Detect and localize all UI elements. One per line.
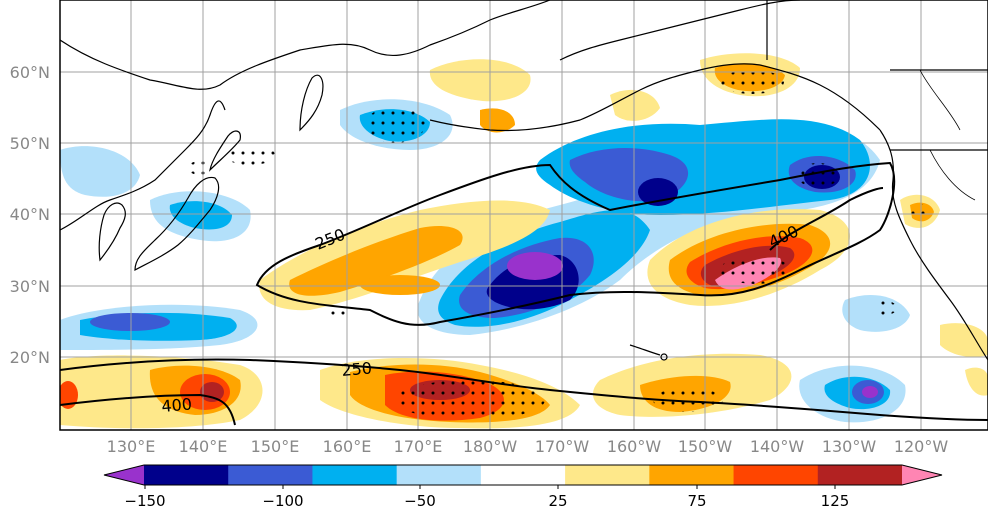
colorbar-segment [817,465,903,485]
colorbar-segment [396,465,482,485]
colorbar-ticks: −150 −100 −50 25 75 125 [124,492,849,510]
contour-label: 400 [161,394,193,416]
colorbar-tick-label: −50 [404,492,436,510]
colorbar-segment [480,465,566,485]
lon-label: 150°E [251,437,300,456]
colorbar-extend-min [104,465,144,485]
colorbar-segment [565,465,650,485]
lon-label: 160°W [607,437,662,456]
colorbar [103,464,943,489]
colorbar-tick-label: 75 [687,492,706,510]
map-panel: 250 400 250 400 [60,0,988,430]
coastlines [60,0,988,361]
lat-label: 20°N [10,348,50,367]
colorbar-extend-max [902,465,942,485]
lon-label: 150°W [678,437,733,456]
lon-label: 160°E [323,437,372,456]
colorbar-segment [228,465,313,485]
lat-label: 40°N [10,205,50,224]
colorbar-tick-label: 125 [821,492,850,510]
lon-label: 140°W [750,437,805,456]
colorbar-segment [312,465,398,485]
colorbar-segment [733,465,819,485]
lat-label: 50°N [10,134,50,153]
significance-stippling [188,70,930,420]
colorbar-tick-label: 25 [548,492,567,510]
colorbar-outline [103,464,943,486]
lon-label: 130°E [107,437,156,456]
lat-label: 30°N [10,277,50,296]
lat-label: 60°N [10,63,50,82]
latitude-labels: 60°N 50°N 40°N 30°N 20°N [10,63,50,367]
map-frame [59,0,988,431]
jet-contours [60,161,988,426]
longitude-labels: 130°E 140°E 150°E 160°E 170°E 180°W 170°… [107,437,949,456]
lon-label: 180°W [463,437,518,456]
colorbar-tick-label: −100 [262,492,303,510]
colorbar-tick-label: −150 [124,492,165,510]
contour-label: 250 [341,358,373,380]
lon-label: 130°W [822,437,877,456]
colorbar-segment [649,465,735,485]
lon-label: 170°E [394,437,443,456]
graticule [60,0,988,430]
lon-label: 120°W [894,437,949,456]
lon-label: 140°E [179,437,228,456]
lon-label: 170°W [535,437,590,456]
colorbar-segment [144,465,229,485]
